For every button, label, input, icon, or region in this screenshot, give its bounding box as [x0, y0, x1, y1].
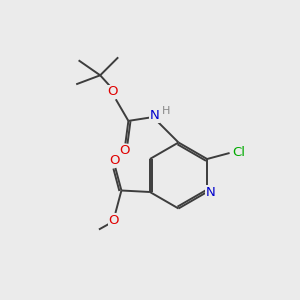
Text: O: O: [120, 144, 130, 158]
Text: H: H: [162, 106, 170, 116]
Text: Cl: Cl: [233, 146, 246, 159]
Text: O: O: [107, 85, 118, 98]
Text: N: N: [150, 109, 159, 122]
Text: O: O: [109, 214, 119, 227]
Text: O: O: [110, 154, 120, 167]
Text: N: N: [206, 186, 216, 199]
